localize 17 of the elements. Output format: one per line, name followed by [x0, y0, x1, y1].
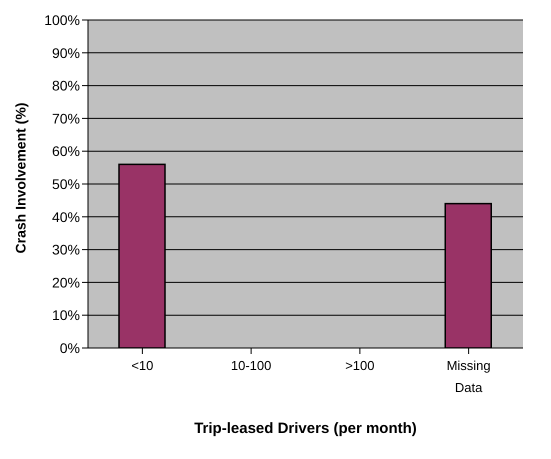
y-tick-label: 70% — [52, 110, 80, 126]
y-tick-label: 50% — [52, 176, 80, 192]
y-tick-label: 40% — [52, 208, 80, 225]
y-tick-label: 20% — [52, 274, 80, 290]
y-axis-title: Crash Involvement (%) — [12, 102, 28, 254]
x-tick-label: >100 — [345, 358, 375, 373]
y-tick-label: 90% — [52, 44, 80, 61]
y-tick-label: 10% — [52, 307, 80, 324]
y-tick-label: 80% — [52, 78, 80, 94]
y-tick-label: 30% — [52, 242, 80, 258]
y-tick-label: 100% — [44, 12, 80, 28]
x-tick-label: Missing Data — [446, 358, 491, 395]
x-axis-title: Trip-leased Drivers (per month) — [193, 420, 418, 437]
x-tick-label: <10 — [131, 358, 154, 373]
y-tick-label: 60% — [52, 143, 80, 160]
x-tick-label: 10-100 — [230, 358, 272, 373]
y-tick-label: 0% — [60, 340, 80, 356]
